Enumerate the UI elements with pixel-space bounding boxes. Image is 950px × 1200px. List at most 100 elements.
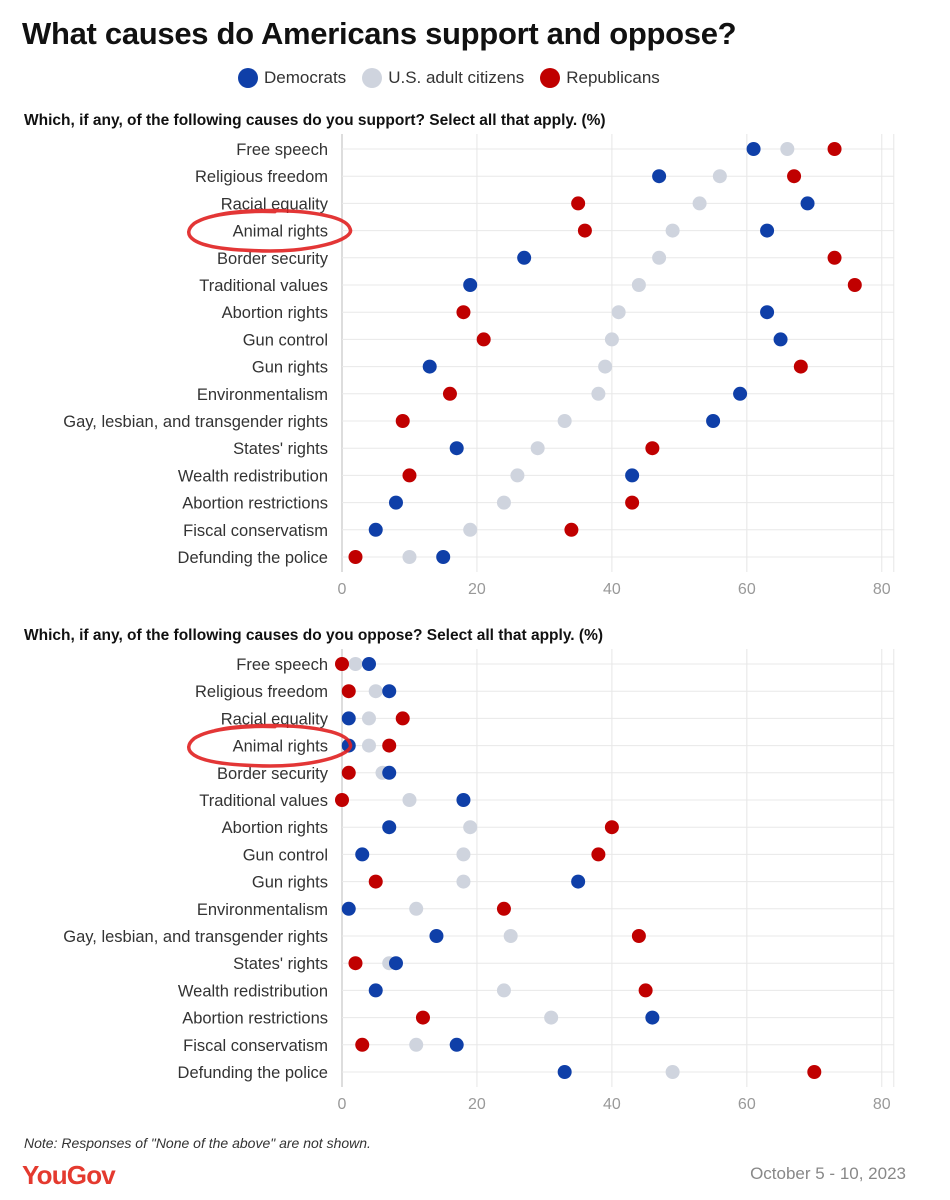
red-circle-annotation (187, 208, 353, 253)
point-u-s-adult-citizens-gun-rights (456, 874, 471, 889)
category-label-environmentalism: Environmentalism (197, 386, 328, 404)
x-tick-label-40: 40 (603, 1096, 621, 1113)
category-label-animal-rights: Animal rights (233, 223, 328, 241)
point-republicans-border-security (827, 250, 842, 265)
point-republicans-environmentalism (496, 901, 511, 916)
point-u-s-adult-citizens-traditional-values (631, 278, 646, 292)
point-republicans-racial-equality (571, 196, 586, 211)
footnote: Note: Responses of "None of the above" a… (24, 1135, 371, 1151)
category-label-gun-control: Gun control (243, 846, 328, 864)
point-republicans-racial-equality (395, 711, 410, 726)
point-u-s-adult-citizens-wealth-redistribution (496, 983, 511, 998)
category-label-gay-lesbian-and-transgender-rights: Gay, lesbian, and transgender rights (63, 928, 328, 946)
category-label-border-security: Border security (217, 250, 329, 268)
point-democrats-religious-freedom (652, 169, 667, 184)
point-democrats-fiscal-conservatism (368, 522, 383, 537)
point-republicans-fiscal-conservatism (355, 1037, 370, 1052)
point-republicans-traditional-values (847, 278, 862, 292)
point-republicans-religious-freedom (341, 684, 356, 699)
category-label-fiscal-conservatism: Fiscal conservatism (183, 1037, 328, 1055)
x-tick-label-80: 80 (873, 581, 891, 598)
point-democrats-gay-lesbian-and-transgender-rights (429, 929, 444, 943)
point-republicans-defunding-the-police (348, 550, 363, 564)
point-republicans-gay-lesbian-and-transgender-rights (395, 414, 410, 428)
survey-date: October 5 - 10, 2023 (750, 1164, 906, 1183)
point-democrats-border-security (382, 765, 397, 780)
category-label-border-security: Border security (217, 765, 329, 783)
point-democrats-gun-control (773, 332, 788, 347)
category-label-traditional-values: Traditional values (199, 792, 328, 810)
point-democrats-gun-control (355, 847, 370, 862)
x-tick-label-0: 0 (338, 1096, 347, 1113)
point-u-s-adult-citizens-abortion-restrictions (496, 495, 511, 510)
category-label-environmentalism: Environmentalism (197, 901, 328, 919)
point-u-s-adult-citizens-racial-equality (692, 196, 707, 211)
point-republicans-wealth-redistribution (638, 983, 653, 998)
point-democrats-traditional-values (456, 793, 471, 807)
point-u-s-adult-citizens-abortion-rights (611, 305, 626, 320)
category-label-abortion-rights: Abortion rights (222, 819, 328, 837)
category-label-abortion-restrictions: Abortion restrictions (182, 1010, 328, 1028)
legend-label-democrats: Democrats (264, 68, 347, 87)
point-democrats-abortion-rights (760, 305, 775, 320)
legend-label-us-adults: U.S. adult citizens (388, 68, 525, 87)
point-u-s-adult-citizens-environmentalism (409, 901, 424, 916)
category-label-free-speech: Free speech (236, 141, 328, 159)
point-u-s-adult-citizens-abortion-restrictions (544, 1010, 559, 1025)
x-tick-label-20: 20 (468, 581, 486, 598)
category-label-abortion-restrictions: Abortion restrictions (182, 495, 328, 513)
legend-item-republicans: Republicans (540, 68, 660, 88)
point-democrats-states-rights (449, 441, 464, 456)
category-label-defunding-the-police: Defunding the police (178, 1064, 328, 1082)
point-republicans-gun-rights (793, 359, 808, 374)
point-republicans-abortion-rights (604, 820, 619, 835)
legend-item-democrats: Democrats (238, 68, 346, 88)
oppose-panel-title: Which, if any, of the following causes d… (24, 627, 604, 644)
point-democrats-environmentalism (733, 386, 748, 401)
chart-title: What causes do Americans support and opp… (22, 16, 737, 51)
category-label-states-rights: States' rights (233, 440, 328, 458)
point-republicans-gun-control (591, 847, 606, 862)
point-republicans-environmentalism (442, 386, 457, 401)
category-label-gun-rights: Gun rights (252, 359, 328, 377)
point-democrats-traditional-values (463, 278, 478, 292)
point-republicans-fiscal-conservatism (564, 522, 579, 537)
point-u-s-adult-citizens-abortion-rights (463, 820, 478, 835)
point-u-s-adult-citizens-traditional-values (402, 793, 417, 807)
point-u-s-adult-citizens-fiscal-conservatism (463, 522, 478, 537)
point-democrats-gay-lesbian-and-transgender-rights (706, 414, 721, 428)
category-label-gun-control: Gun control (243, 331, 328, 349)
point-u-s-adult-citizens-free-speech (780, 142, 795, 156)
point-u-s-adult-citizens-racial-equality (361, 711, 376, 726)
point-republicans-gay-lesbian-and-transgender-rights (631, 929, 646, 943)
point-democrats-wealth-redistribution (368, 983, 383, 998)
category-label-defunding-the-police: Defunding the police (178, 549, 328, 567)
category-label-wealth-redistribution: Wealth redistribution (178, 982, 328, 1000)
point-u-s-adult-citizens-wealth-redistribution (510, 468, 525, 483)
point-democrats-gun-rights (422, 359, 437, 374)
point-republicans-states-rights (645, 441, 660, 456)
red-circle-annotation (187, 723, 353, 768)
category-label-abortion-rights: Abortion rights (222, 304, 328, 322)
category-label-fiscal-conservatism: Fiscal conservatism (183, 522, 328, 540)
category-label-states-rights: States' rights (233, 955, 328, 973)
category-label-gay-lesbian-and-transgender-rights: Gay, lesbian, and transgender rights (63, 413, 328, 431)
point-republicans-states-rights (348, 956, 363, 971)
point-u-s-adult-citizens-gun-control (604, 332, 619, 347)
category-label-racial-equality: Racial equality (221, 710, 329, 728)
legend-item-us-adults: U.S. adult citizens (362, 68, 524, 88)
x-tick-label-20: 20 (468, 1096, 486, 1113)
point-democrats-abortion-restrictions (645, 1010, 660, 1025)
category-label-animal-rights: Animal rights (233, 738, 328, 756)
point-democrats-border-security (517, 250, 532, 265)
point-democrats-animal-rights (341, 738, 356, 753)
point-democrats-free-speech (361, 657, 376, 671)
point-democrats-free-speech (746, 142, 761, 156)
point-democrats-racial-equality (341, 711, 356, 726)
point-u-s-adult-citizens-defunding-the-police (402, 550, 417, 564)
point-u-s-adult-citizens-environmentalism (591, 386, 606, 401)
point-u-s-adult-citizens-religious-freedom (712, 169, 727, 184)
point-u-s-adult-citizens-defunding-the-police (665, 1065, 680, 1079)
category-label-religious-freedom: Religious freedom (195, 683, 328, 701)
point-democrats-racial-equality (800, 196, 815, 211)
